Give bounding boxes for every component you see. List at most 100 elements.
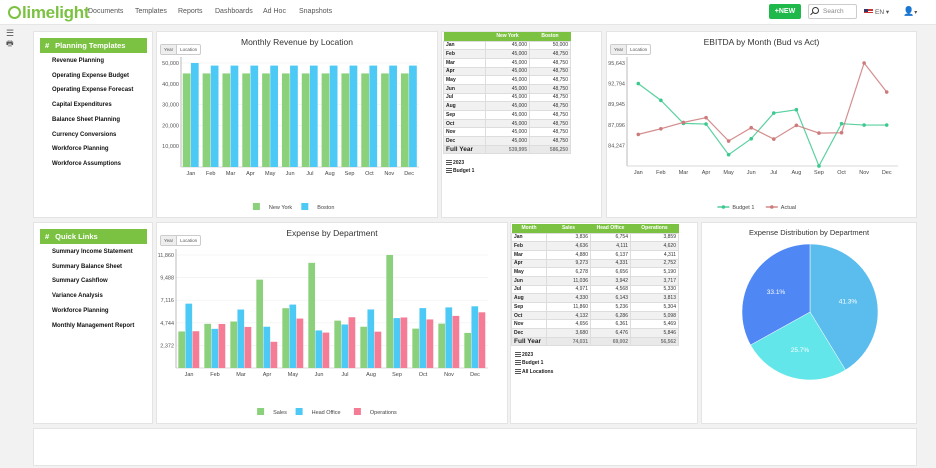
- print-icon[interactable]: 🖶: [6, 39, 14, 48]
- data-point: [726, 139, 731, 143]
- filter-item[interactable]: 2023: [446, 159, 464, 166]
- table-cell: Mar: [443, 57, 486, 68]
- table-cell: 3,717: [630, 275, 679, 286]
- table-row: Mar 4,880 6,137 4,311: [511, 249, 679, 260]
- bar-operations: [192, 331, 200, 368]
- column-header: Operations: [630, 224, 679, 233]
- location-button[interactable]: Location: [630, 47, 648, 52]
- year-button[interactable]: Year: [611, 45, 628, 54]
- table-cell: 6,278: [546, 267, 591, 277]
- link-item[interactable]: Workforce Assumptions: [52, 160, 122, 167]
- bar-sales: [230, 321, 238, 368]
- x-tick-label: Jan: [185, 372, 194, 378]
- table-row: Sep 45,000 48,750: [443, 110, 571, 120]
- table-cell: Apr: [511, 258, 547, 269]
- y-tick-label: 50,000: [162, 61, 179, 67]
- nav-snapshots[interactable]: Snapshots: [299, 8, 333, 15]
- y-tick-label: 9,488: [160, 276, 174, 282]
- table-cell: 4,111: [590, 241, 631, 251]
- bar-head-office: [315, 330, 323, 368]
- link-item[interactable]: Summary Balance Sheet: [52, 263, 123, 270]
- year-button[interactable]: Year: [161, 45, 178, 54]
- x-tick-label: Aug: [366, 372, 376, 378]
- table-cell: 45,000: [485, 83, 530, 94]
- legend-marker: [770, 205, 774, 209]
- filter-item[interactable]: All Locations: [515, 368, 553, 375]
- data-point: [771, 111, 776, 115]
- nav-templates[interactable]: Templates: [135, 8, 167, 15]
- filter-item[interactable]: Budget 1: [446, 168, 474, 174]
- nav-documents[interactable]: Documents: [88, 8, 124, 15]
- link-item[interactable]: Summary Cashflow: [52, 278, 108, 285]
- user-menu[interactable]: 👤▾: [903, 6, 917, 17]
- revenue-chart-panel: Monthly Revenue by Location Year Location…: [156, 31, 438, 218]
- x-tick-label: Oct: [837, 170, 846, 176]
- x-tick-label: Oct: [365, 171, 374, 177]
- x-tick-label: Jun: [747, 170, 756, 176]
- link-item[interactable]: Revenue Planning: [52, 58, 105, 64]
- table-cell: 4,620: [630, 241, 679, 251]
- bar-boston: [290, 65, 298, 167]
- search-input[interactable]: Search: [808, 4, 857, 19]
- column-header: Month: [511, 224, 547, 233]
- table-row: Jul 45,000 48,750: [443, 92, 571, 103]
- table-cell: 45,000: [485, 57, 530, 68]
- link-item[interactable]: Variance Analysis: [52, 293, 103, 300]
- table-cell: 5,846: [630, 328, 679, 338]
- data-point: [659, 98, 663, 103]
- data-point: [817, 131, 821, 135]
- legend-label: Boston: [317, 205, 334, 211]
- table-cell: 48,750: [529, 83, 571, 94]
- table-cell: 6,286: [590, 310, 631, 321]
- table-cell: 6,143: [590, 293, 631, 303]
- link-item[interactable]: Workforce Planning: [52, 307, 109, 314]
- link-item[interactable]: Capital Expenditures: [52, 102, 112, 109]
- user-caret-icon: ▾: [914, 10, 918, 16]
- bar-operations: [374, 331, 382, 368]
- table-cell: 48,750: [529, 49, 571, 59]
- location-button[interactable]: Location: [180, 47, 198, 52]
- filter-list-icon: [446, 168, 452, 174]
- filter-list-icon: [446, 159, 452, 165]
- limelight-logo[interactable]: limelight: [8, 3, 90, 23]
- link-item[interactable]: Operating Expense Budget: [52, 72, 130, 79]
- hamburger-menu-icon[interactable]: ☰: [6, 28, 15, 38]
- table-cell: 48,750: [529, 101, 571, 111]
- link-item[interactable]: Balance Sheet Planning: [52, 116, 121, 123]
- new-button[interactable]: +NEW: [769, 4, 801, 19]
- filter-item[interactable]: Budget 1: [515, 360, 543, 366]
- x-tick-label: Jan: [186, 171, 195, 177]
- nav-reports[interactable]: Reports: [178, 8, 203, 15]
- year-button[interactable]: Year: [161, 236, 178, 245]
- table-row: Apr 9,273 4,331 2,752: [511, 258, 679, 269]
- table-cell: Mar: [511, 249, 547, 260]
- bar-new-york: [262, 73, 270, 167]
- data-point: [704, 122, 708, 126]
- x-tick-label: Feb: [656, 170, 665, 176]
- link-item[interactable]: Operating Expense Forecast: [52, 87, 134, 94]
- nav-ad-hoc[interactable]: Ad Hoc: [263, 8, 286, 15]
- x-tick-label: Feb: [206, 171, 215, 177]
- nav-dashboards[interactable]: Dashboards: [215, 8, 253, 15]
- data-point: [862, 123, 866, 127]
- x-tick-label: Jun: [315, 372, 324, 378]
- table-cell: 56,562: [630, 336, 679, 347]
- language-selector[interactable]: EN ▾: [864, 8, 889, 16]
- location-button[interactable]: Location: [180, 238, 198, 243]
- bar-sales: [412, 328, 420, 368]
- revenue-chart: 10,000 20,000 30,000 40,000 50,000 Jan Feb Mar A…: [162, 57, 419, 211]
- table-row: Jun 45,000 48,750: [443, 83, 571, 94]
- bar-head-office: [289, 304, 297, 368]
- legend-label: Operations: [370, 410, 397, 416]
- link-item[interactable]: Monthly Management Report: [52, 322, 135, 329]
- table-cell: 45,000: [485, 136, 530, 146]
- legend-swatch: [252, 203, 260, 210]
- link-item[interactable]: Workforce Planning: [52, 146, 109, 153]
- filter-item[interactable]: 2023: [515, 351, 533, 358]
- link-item[interactable]: Currency Conversions: [52, 131, 117, 138]
- line-actual: [638, 61, 888, 142]
- link-item[interactable]: Summary Income Statement: [52, 249, 133, 255]
- table-cell: Full Year: [443, 144, 486, 155]
- table-cell: Aug: [511, 293, 547, 303]
- data-point: [636, 132, 641, 137]
